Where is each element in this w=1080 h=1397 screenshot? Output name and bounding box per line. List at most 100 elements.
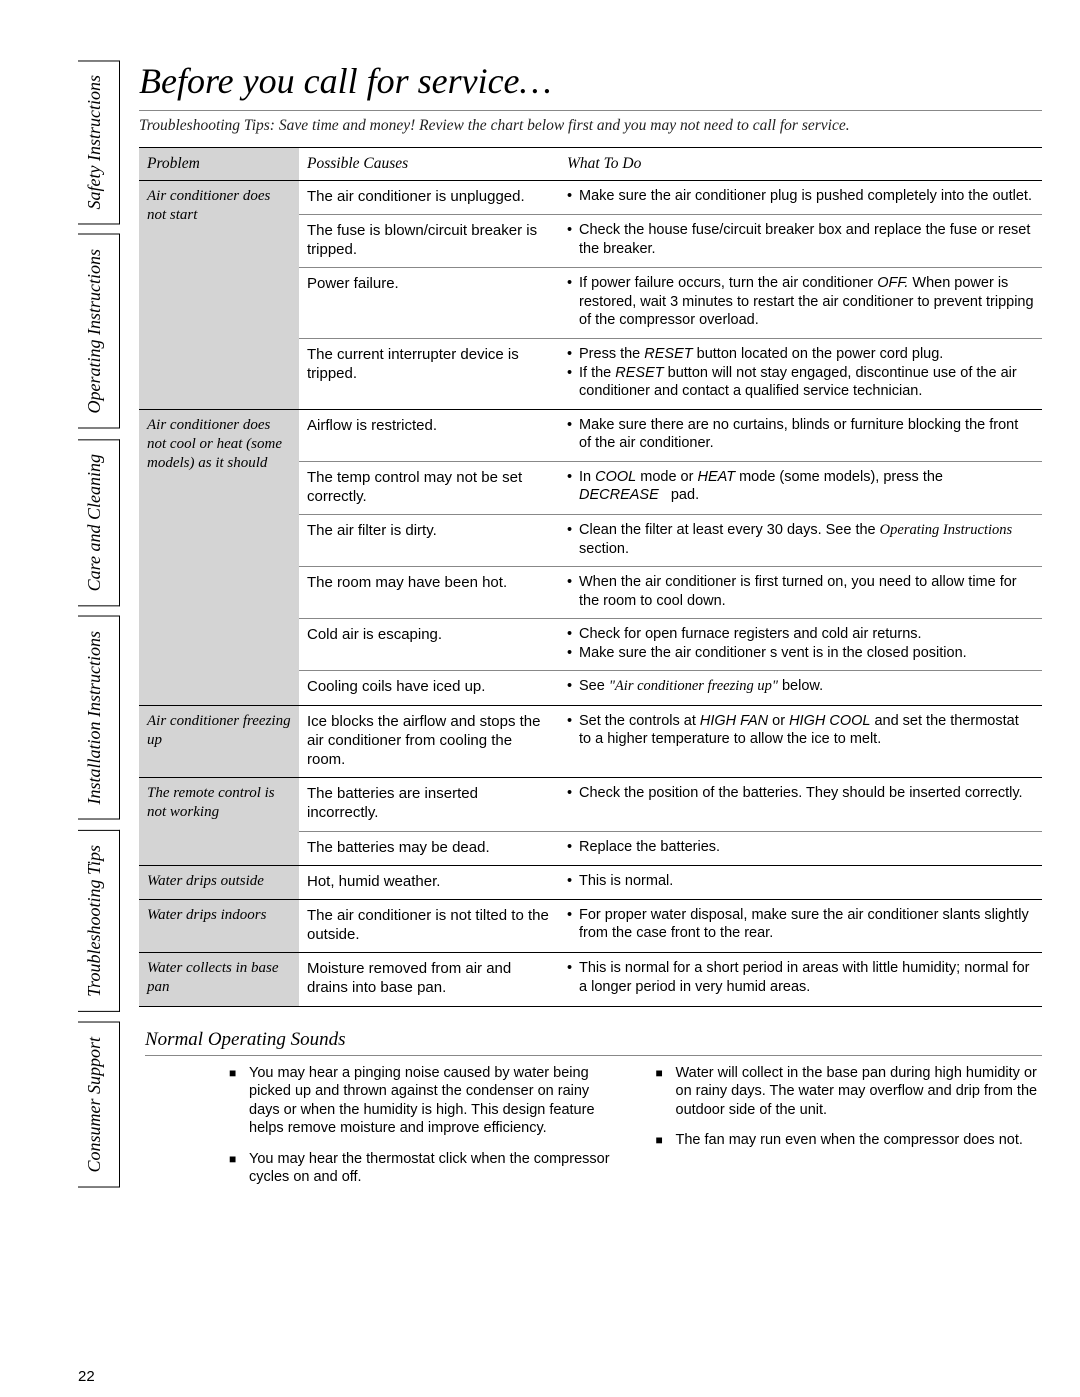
todo-text: Check the house fuse/circuit breaker box…	[579, 221, 1034, 258]
todo-text: If power failure occurs, turn the air co…	[579, 274, 1034, 330]
problem-cell: Water collects in base pan	[139, 953, 299, 1006]
todo-bullet: •Make sure the air conditioner s vent is…	[567, 644, 1034, 663]
sounds-left-col: ■You may hear a pinging noise caused by …	[229, 1064, 616, 1199]
sounds-item: ■Water will collect in the base pan duri…	[656, 1064, 1043, 1120]
cause-cell: The temp control may not be set correctl…	[299, 461, 559, 514]
sounds-heading: Normal Operating Sounds	[145, 1029, 1042, 1056]
todo-cell: •Clean the filter at least every 30 days…	[559, 515, 1042, 567]
bullet-dot-icon: •	[567, 712, 579, 749]
todo-cell: •Press the RESET button located on the p…	[559, 339, 1042, 410]
cause-cell: The current interrupter device is trippe…	[299, 339, 559, 410]
bullet-dot-icon: •	[567, 644, 579, 663]
problem-cell: Air conditioner does not start	[139, 180, 299, 409]
troubleshooting-table: Problem Possible Causes What To Do Air c…	[139, 147, 1042, 1007]
todo-text: If the RESET button will not stay engage…	[579, 364, 1034, 401]
tab-consumer-support: Consumer Support	[78, 1022, 120, 1188]
todo-text: Make sure there are no curtains, blinds …	[579, 416, 1034, 453]
problem-cell: The remote control is not working	[139, 778, 299, 866]
bullet-dot-icon: •	[567, 838, 579, 857]
table-row: Water drips outsideHot, humid weather. •T…	[139, 865, 1042, 899]
th-causes: Possible Causes	[299, 148, 559, 181]
cause-cell: The air conditioner is unplugged.	[299, 180, 559, 214]
cause-cell: Cold air is escaping.	[299, 619, 559, 671]
todo-cell: •See "Air conditioner freezing up" below…	[559, 671, 1042, 705]
cause-cell: The room may have been hot.	[299, 567, 559, 619]
todo-text: Check the position of the batteries. The…	[579, 784, 1034, 803]
bullet-dot-icon: •	[567, 677, 579, 696]
bullet-dot-icon: •	[567, 573, 579, 610]
bullet-dot-icon: •	[567, 784, 579, 803]
page-subtitle: Troubleshooting Tips: Save time and mone…	[139, 117, 1042, 135]
th-todo: What To Do	[559, 148, 1042, 181]
bullet-dot-icon: •	[567, 416, 579, 453]
sounds-text: You may hear the thermostat click when t…	[249, 1150, 616, 1187]
todo-bullet: •This is normal for a short period in ar…	[567, 959, 1034, 996]
bullet-dot-icon: •	[567, 468, 579, 505]
todo-cell: •This is normal for a short period in ar…	[559, 953, 1042, 1006]
square-bullet-icon: ■	[656, 1064, 676, 1120]
cause-cell: The batteries are inserted incorrectly.	[299, 778, 559, 831]
todo-bullet: •This is normal.	[567, 872, 1034, 891]
table-row: Water drips indoorsThe air conditioner i…	[139, 899, 1042, 952]
todo-cell: •Check for open furnace registers and co…	[559, 619, 1042, 671]
todo-cell: •Check the house fuse/circuit breaker bo…	[559, 215, 1042, 268]
page: Safety Instructions Operating Instructio…	[78, 60, 1042, 1357]
todo-bullet: •Check the position of the batteries. Th…	[567, 784, 1034, 803]
todo-cell: •Make sure there are no curtains, blinds…	[559, 409, 1042, 461]
todo-text: Replace the batteries.	[579, 838, 1034, 857]
bullet-dot-icon: •	[567, 625, 579, 644]
bullet-dot-icon: •	[567, 221, 579, 258]
sounds-item: ■The fan may run even when the compresso…	[656, 1131, 1043, 1150]
todo-cell: •For proper water disposal, make sure th…	[559, 899, 1042, 952]
sounds-item: ■You may hear the thermostat click when …	[229, 1150, 616, 1187]
page-number: 22	[78, 1368, 95, 1385]
table-row: Air conditioner does not cool or heat (s…	[139, 409, 1042, 461]
problem-cell: Water drips outside	[139, 865, 299, 899]
todo-cell: •Check the position of the batteries. Th…	[559, 778, 1042, 831]
todo-bullet: •Replace the batteries.	[567, 838, 1034, 857]
square-bullet-icon: ■	[229, 1150, 249, 1187]
tab-operating: Operating Instructions	[78, 234, 120, 429]
todo-bullet: •Make sure there are no curtains, blinds…	[567, 416, 1034, 453]
todo-text: This is normal for a short period in are…	[579, 959, 1034, 996]
cause-cell: The air conditioner is not tilted to the…	[299, 899, 559, 952]
todo-cell: •This is normal.	[559, 865, 1042, 899]
cause-cell: Moisture removed from air and drains int…	[299, 953, 559, 1006]
sounds-item: ■You may hear a pinging noise caused by …	[229, 1064, 616, 1138]
todo-text: Clean the filter at least every 30 days.…	[579, 521, 1034, 558]
todo-text: Check for open furnace registers and col…	[579, 625, 1034, 644]
todo-text: Make sure the air conditioner plug is pu…	[579, 187, 1034, 206]
square-bullet-icon: ■	[229, 1064, 249, 1138]
todo-bullet: •In COOL mode or HEAT mode (some models)…	[567, 468, 1034, 505]
bullet-dot-icon: •	[567, 959, 579, 996]
side-tabs: Safety Instructions Operating Instructio…	[78, 60, 120, 1357]
problem-cell: Air conditioner freezing up	[139, 705, 299, 778]
todo-bullet: •If power failure occurs, turn the air c…	[567, 274, 1034, 330]
th-problem: Problem	[139, 148, 299, 181]
todo-bullet: •Press the RESET button located on the p…	[567, 345, 1034, 364]
cause-cell: Hot, humid weather.	[299, 865, 559, 899]
todo-cell: •Set the controls at HIGH FAN or HIGH CO…	[559, 705, 1042, 778]
table-row: Air conditioner freezing upIce blocks th…	[139, 705, 1042, 778]
tab-installation: Installation Instructions	[78, 616, 120, 820]
cause-cell: Cooling coils have iced up.	[299, 671, 559, 705]
bullet-dot-icon: •	[567, 274, 579, 330]
todo-text: This is normal.	[579, 872, 1034, 891]
sounds-columns: ■You may hear a pinging noise caused by …	[139, 1064, 1042, 1199]
tab-care: Care and Cleaning	[78, 439, 120, 606]
page-title: Before you call for service…	[139, 60, 1042, 111]
sounds-text: You may hear a pinging noise caused by w…	[249, 1064, 616, 1138]
cause-cell: Power failure.	[299, 268, 559, 339]
bullet-dot-icon: •	[567, 345, 579, 364]
table-row: The remote control is not workingThe bat…	[139, 778, 1042, 831]
todo-text: When the air conditioner is first turned…	[579, 573, 1034, 610]
todo-cell: •Make sure the air conditioner plug is p…	[559, 180, 1042, 214]
cause-cell: Airflow is restricted.	[299, 409, 559, 461]
todo-cell: •If power failure occurs, turn the air c…	[559, 268, 1042, 339]
problem-cell: Water drips indoors	[139, 899, 299, 952]
todo-text: Make sure the air conditioner s vent is …	[579, 644, 1034, 663]
bullet-dot-icon: •	[567, 872, 579, 891]
todo-text: In COOL mode or HEAT mode (some models),…	[579, 468, 1034, 505]
sounds-right-col: ■Water will collect in the base pan duri…	[656, 1064, 1043, 1199]
table-row: Air conditioner does not startThe air co…	[139, 180, 1042, 214]
